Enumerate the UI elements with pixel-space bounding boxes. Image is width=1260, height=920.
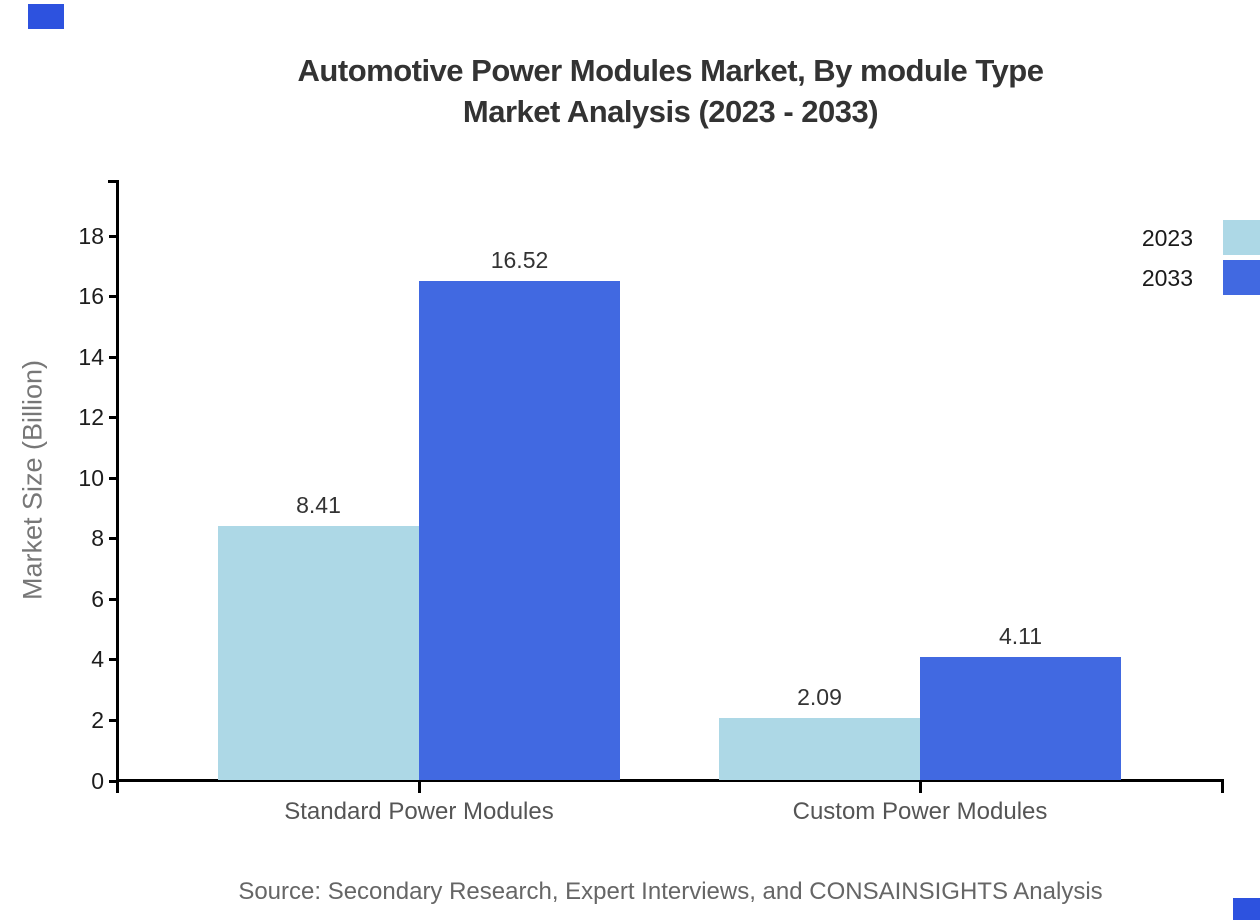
y-tick-label: 0 [91, 767, 104, 794]
y-tick-mark [109, 718, 118, 722]
chart-title-line2: Market Analysis (2023 - 2033) [462, 94, 879, 129]
y-tick-label: 2 [91, 706, 104, 733]
chart-title: Automotive Power Modules Market, By modu… [118, 50, 1223, 132]
y-tick-label: 8 [91, 525, 104, 552]
y-tick-mark [109, 234, 118, 238]
y-tick-mark [109, 597, 118, 601]
x-axis-spine [116, 779, 1224, 782]
bar-value-label: 2.09 [797, 683, 842, 710]
y-tick-label: 18 [78, 222, 104, 249]
y-tick-mark [109, 537, 118, 541]
legend-label-2033: 2033 [1141, 265, 1193, 291]
brand-mark-top-left [28, 4, 64, 29]
y-tick-label: 12 [78, 404, 104, 431]
legend-swatch-2033 [1223, 260, 1260, 295]
y-tick-mark [109, 779, 118, 783]
bar-2033-custom-power-modules [920, 656, 1121, 780]
y-tick-mark [109, 295, 118, 299]
bar-2033-standard-power-modules [419, 280, 620, 780]
y-axis-spine [116, 180, 119, 782]
legend-label-2023: 2023 [1141, 225, 1193, 251]
y-tick-label: 4 [91, 646, 104, 673]
y-tick-mark [109, 476, 118, 480]
x-tick-mark [918, 781, 922, 793]
bar-value-label: 16.52 [490, 246, 549, 273]
y-tick-mark [109, 416, 118, 420]
y-tick-mark [109, 658, 118, 662]
source-attribution: Source: Secondary Research, Expert Inter… [238, 878, 1103, 905]
bar-value-label: 4.11 [998, 622, 1043, 649]
y-tick-label: 14 [78, 343, 104, 370]
y-tick-label: 10 [78, 464, 104, 491]
bar-2023-standard-power-modules [218, 526, 419, 780]
bar-value-label: 8.41 [296, 492, 341, 519]
category-label: Standard Power Modules [284, 798, 554, 825]
y-tick-label: 16 [78, 283, 104, 310]
bar-2023-custom-power-modules [719, 717, 920, 780]
y-tick-mark [109, 355, 118, 359]
x-axis-end-cap-right [1221, 781, 1224, 793]
y-axis-end-cap [108, 180, 119, 183]
chart-title-line1: Automotive Power Modules Market, By modu… [297, 53, 1044, 88]
x-tick-mark [417, 781, 421, 793]
x-axis-end-cap-left [116, 781, 119, 793]
y-tick-label: 6 [91, 585, 104, 612]
brand-mark-bottom-right [1233, 898, 1260, 920]
legend-swatch-2023 [1223, 220, 1260, 255]
category-label: Custom Power Modules [792, 798, 1048, 825]
